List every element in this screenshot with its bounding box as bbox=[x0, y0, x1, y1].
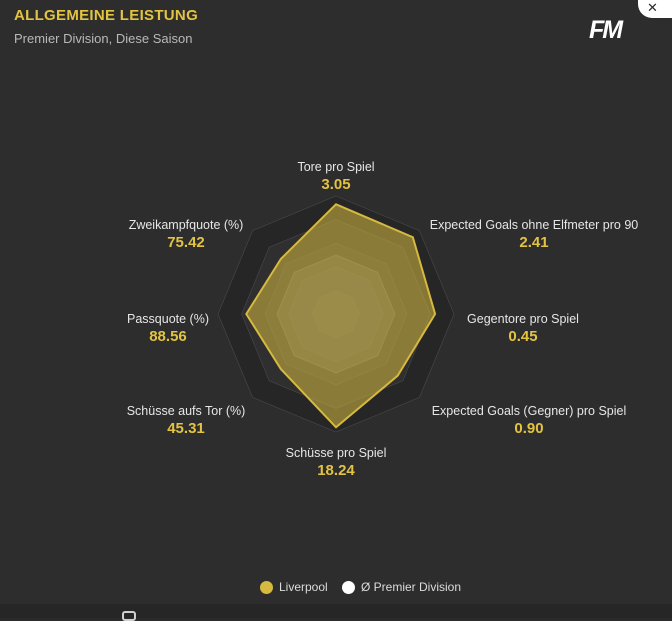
legend-label-liverpool: Liverpool bbox=[279, 580, 328, 594]
axis-value-4: 18.24 bbox=[317, 462, 355, 479]
liverpool-area bbox=[245, 203, 437, 429]
axis-label-4: Schüsse pro Spiel bbox=[285, 446, 387, 460]
fm-logo: FM bbox=[589, 16, 623, 44]
axis-label-6: Passquote (%) bbox=[127, 312, 209, 326]
liverpool-legend-dot bbox=[260, 580, 273, 594]
chart-legend: Liverpool Ø Premier Division bbox=[0, 580, 672, 598]
radar-chart bbox=[217, 195, 455, 433]
axis-value-0: 3.05 bbox=[321, 176, 351, 193]
axis-value-7: 75.42 bbox=[167, 234, 205, 251]
axis-label-7: Zweikampfquote (%) bbox=[128, 218, 244, 232]
axis-value-6: 88.56 bbox=[149, 328, 187, 345]
axis-label-0: Tore pro Spiel bbox=[297, 160, 375, 174]
close-button[interactable]: ✕ bbox=[638, 0, 672, 18]
axis-value-1: 2.41 bbox=[519, 234, 549, 251]
axis-label-3: Expected Goals (Gegner) pro Spiel bbox=[431, 404, 627, 418]
general-performance-panel: ALLGEMEINE LEISTUNG Premier Division, Di… bbox=[0, 0, 672, 598]
panel-title: ALLGEMEINE LEISTUNG bbox=[14, 7, 199, 24]
axis-label-1: Expected Goals ohne Elfmeter pro 90 bbox=[429, 218, 639, 232]
axis-value-5: 45.31 bbox=[167, 420, 205, 437]
axis-value-3: 0.90 bbox=[514, 420, 544, 437]
league-legend-dot bbox=[342, 580, 355, 594]
axis-label-5: Schüsse aufs Tor (%) bbox=[126, 404, 246, 418]
close-icon: ✕ bbox=[647, 1, 658, 16]
screen-icon[interactable] bbox=[122, 611, 136, 621]
legend-item-league[interactable]: Ø Premier Division bbox=[342, 580, 461, 594]
bottom-bar bbox=[0, 604, 672, 618]
axis-value-2: 0.45 bbox=[508, 328, 538, 345]
legend-label-league: Ø Premier Division bbox=[361, 580, 462, 594]
axis-label-2: Gegentore pro Spiel bbox=[467, 312, 579, 326]
panel-subtitle: Premier Division, Diese Saison bbox=[14, 31, 193, 46]
legend-item-liverpool[interactable]: Liverpool bbox=[260, 580, 328, 594]
